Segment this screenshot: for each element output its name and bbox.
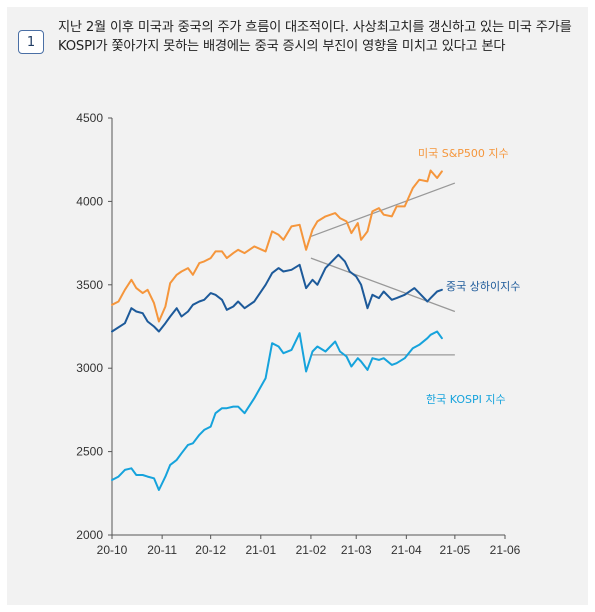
- y-tick-label: 3000: [76, 361, 103, 375]
- series-label-shanghai: 중국 상하이지수: [446, 279, 520, 293]
- x-tick-label: 20-11: [147, 543, 177, 557]
- x-tick-label: 21-04: [391, 543, 422, 557]
- y-tick-label: 2000: [76, 528, 103, 542]
- y-tick-label: 2500: [76, 445, 103, 459]
- x-tick-label: 21-02: [296, 543, 327, 557]
- x-tick-label: 21-01: [245, 543, 276, 557]
- x-tick-label: 20-12: [195, 543, 226, 557]
- series-layer: [111, 169, 443, 491]
- trend-line: [310, 257, 456, 313]
- y-tick-label: 4000: [76, 194, 103, 208]
- series-label-kospi: 한국 KOSPI 지수: [426, 393, 506, 406]
- series-line-shanghai: [111, 253, 443, 333]
- figure-card: [7, 7, 588, 605]
- series-line-kospi: [111, 330, 443, 491]
- trend-line-layer: [310, 182, 456, 356]
- y-tick-label: 4500: [76, 111, 103, 125]
- x-tick-label: 21-06: [490, 543, 521, 557]
- trend-line: [310, 182, 456, 238]
- series-line-sp500: [111, 169, 443, 323]
- y-tick-label: 3500: [76, 278, 103, 292]
- series-label-sp500: 미국 S&P500 지수: [418, 147, 509, 160]
- x-tick-label: 20-10: [97, 543, 128, 557]
- x-tick-label: 21-05: [440, 543, 471, 557]
- figure-caption: 지난 2월 이후 미국과 중국의 주가 흐름이 대조적이다. 사상최고치를 갱신…: [58, 20, 572, 54]
- axis-layer: 2000 2500 3000 3500 4000 4500 20-10 20-11 20-12 2…: [76, 111, 520, 557]
- x-tick-label: 21-03: [341, 543, 372, 557]
- figure-number-badge: 1: [18, 30, 44, 54]
